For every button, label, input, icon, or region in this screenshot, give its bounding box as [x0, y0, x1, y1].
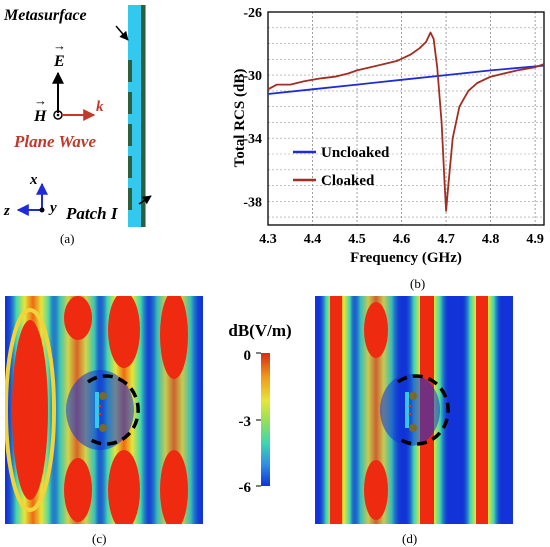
x-tick-label: 4.3: [259, 232, 277, 247]
metasurface-label: Metasurface: [3, 7, 87, 24]
panel-c-caption: (c): [92, 531, 106, 546]
chart-plot-frame: [267, 11, 545, 226]
panel-c-field-map: (c): [5, 296, 203, 546]
e-field-vector-mark: →: [53, 38, 66, 53]
k-vector-label: k: [96, 99, 104, 115]
chart-legend: Uncloaked Cloaked: [293, 145, 390, 189]
colorbar-tick-0: 0: [244, 348, 252, 364]
panel-d-caption: (d): [402, 531, 417, 546]
x-tick-label: 4.9: [526, 232, 544, 247]
y-tick-label: -38: [243, 195, 262, 210]
rcs-chart: 4.3 4.4 4.5 4.6 4.7 4.8 4.9 -26 -30 -34 -38 Frequ…: [232, 6, 545, 291]
panel-a-caption: (a): [60, 231, 74, 246]
metasurface-pointer: [115, 25, 129, 41]
colorbar: dB(V/m) 0 -3 -6: [228, 321, 291, 496]
y-tick-label: -26: [243, 6, 262, 21]
x-tick-label: 4.8: [482, 232, 500, 247]
y-tick-label: -34: [243, 132, 262, 147]
colorbar-tick-2: -6: [239, 480, 252, 496]
legend-label-cloaked: Cloaked: [321, 173, 375, 189]
x-tick-label: 4.7: [437, 232, 455, 247]
panel-b-caption: (b): [410, 276, 425, 291]
series-line-cloaked: [267, 31, 545, 212]
z-axis-label: z: [3, 203, 10, 219]
patch-label: Patch I: [65, 204, 119, 223]
x-tick-labels: 4.3 4.4 4.5 4.6 4.7 4.8 4.9: [259, 232, 544, 247]
patch-pointer: [138, 195, 152, 205]
colorbar-tick-1: -3: [239, 414, 252, 430]
h-field-vector-mark: →: [34, 93, 47, 108]
chart-y-axis-label: Total RCS (dB): [232, 69, 248, 168]
plane-wave-label: Plane Wave: [13, 132, 96, 151]
chart-series-group: [267, 31, 545, 212]
y-tick-label: -30: [243, 69, 262, 84]
colorbar-title: dB(V/m): [228, 321, 291, 340]
e-field-label: E: [53, 53, 65, 70]
series-line-uncloaked: [267, 64, 545, 95]
y-axis-origin: [39, 207, 45, 213]
x-tick-label: 4.6: [393, 232, 411, 247]
panel-a-schematic: Metasurface E → H → k Plane Wave x y z P…: [3, 5, 152, 246]
colorbar-gradient: [261, 353, 270, 486]
chart-grid: [267, 11, 544, 225]
x-axis-label: x: [29, 172, 38, 188]
panel-d-field-map: (d): [315, 296, 513, 546]
y-axis-label: y: [48, 200, 57, 216]
x-tick-label: 4.5: [348, 232, 366, 247]
legend-label-uncloaked: Uncloaked: [321, 145, 390, 161]
chart-x-axis-label: Frequency (GHz): [350, 250, 462, 266]
x-tick-label: 4.4: [304, 232, 322, 247]
metasurface-dark-edge: [141, 5, 145, 227]
h-field-label: H: [33, 108, 47, 125]
y-tick-labels: -26 -30 -34 -38: [243, 6, 262, 210]
metasurface-strips: [128, 60, 132, 210]
